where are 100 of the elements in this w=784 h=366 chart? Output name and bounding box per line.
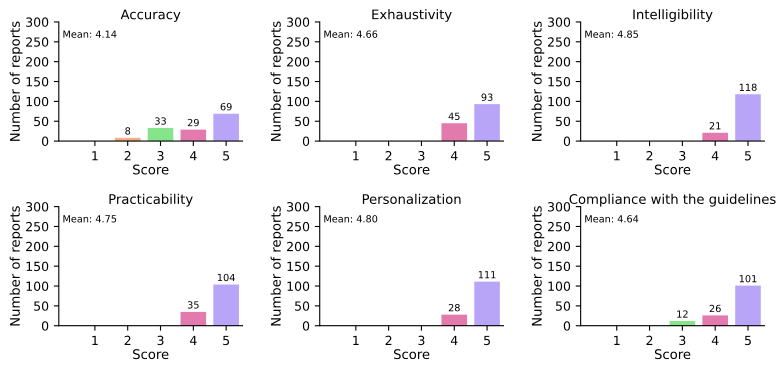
x-axis-title: Score bbox=[133, 164, 168, 175]
y-tick-label: 250 bbox=[548, 37, 570, 47]
x-tick-label: 4 bbox=[190, 336, 197, 345]
chart-title: Exhaustivity bbox=[372, 9, 452, 22]
x-tick-label: 5 bbox=[223, 151, 230, 160]
x-tick-label: 4 bbox=[450, 151, 458, 160]
y-tick-label: 150 bbox=[548, 262, 570, 272]
y-tick-label: 0 bbox=[42, 136, 48, 146]
y-tick-label: 150 bbox=[288, 76, 310, 86]
x-tick-label: 4 bbox=[712, 151, 718, 160]
x-tick-label: 3 bbox=[157, 151, 164, 160]
annotation: Mean: 4.80 bbox=[324, 215, 378, 222]
data-label: 26 bbox=[710, 304, 721, 312]
x-tick-label: 5 bbox=[484, 151, 490, 160]
y-axis-title: Number of reports bbox=[10, 22, 22, 141]
y-tick-label: 300 bbox=[26, 17, 48, 27]
y-tick-label: 200 bbox=[287, 242, 310, 252]
data-label: 21 bbox=[710, 122, 720, 130]
annotation: Mean: 4.14 bbox=[63, 30, 116, 38]
bar bbox=[213, 114, 239, 142]
x-tick-label: 3 bbox=[418, 151, 424, 160]
x-axis-title: Score bbox=[394, 349, 430, 360]
y-tick-label: 300 bbox=[287, 17, 310, 27]
x-tick-label: 1 bbox=[92, 151, 98, 160]
x-tick-label: 2 bbox=[646, 151, 652, 160]
y-axis-title: Number of reports bbox=[10, 206, 22, 326]
y-tick-label: 200 bbox=[26, 242, 48, 252]
x-tick-label: 2 bbox=[386, 336, 392, 345]
y-tick-label: 0 bbox=[564, 136, 570, 146]
annotation: Mean: 4.66 bbox=[324, 30, 378, 38]
y-axis-title: Number of reports bbox=[532, 22, 544, 141]
y-tick-label: 150 bbox=[26, 76, 48, 86]
y-tick-label: 0 bbox=[302, 321, 310, 331]
y-tick-label: 200 bbox=[548, 57, 570, 67]
bar bbox=[180, 130, 206, 142]
y-tick-label: 50 bbox=[556, 116, 570, 126]
y-tick-label: 0 bbox=[42, 321, 48, 331]
bar bbox=[735, 286, 761, 326]
y-tick-label: 250 bbox=[287, 37, 310, 47]
chart-title: Personalization bbox=[362, 194, 460, 204]
y-tick-label: 50 bbox=[556, 301, 570, 311]
x-tick-label: 2 bbox=[386, 151, 392, 160]
x-tick-label: 5 bbox=[484, 336, 490, 346]
y-tick-label: 250 bbox=[548, 222, 570, 232]
chart-title: Practicability bbox=[109, 194, 193, 207]
y-tick-label: 300 bbox=[287, 202, 310, 212]
x-tick-label: 5 bbox=[744, 151, 751, 160]
data-label: 69 bbox=[220, 103, 232, 110]
x-tick-label: 3 bbox=[679, 151, 686, 160]
y-tick-label: 50 bbox=[34, 116, 48, 126]
data-label: 35 bbox=[188, 301, 199, 309]
y-tick-label: 0 bbox=[302, 136, 310, 146]
x-tick-label: 5 bbox=[744, 336, 751, 346]
y-tick-label: 150 bbox=[26, 262, 48, 272]
y-tick-label: 100 bbox=[548, 96, 570, 106]
data-label: 111 bbox=[478, 271, 496, 278]
data-label: 93 bbox=[481, 94, 492, 101]
x-tick-label: 3 bbox=[679, 336, 686, 346]
x-tick-label: 1 bbox=[614, 336, 620, 345]
bar bbox=[702, 315, 728, 326]
y-tick-label: 50 bbox=[34, 301, 48, 311]
chart-title: Compliance with the guidelines bbox=[570, 194, 776, 207]
data-label: 12 bbox=[677, 310, 688, 318]
x-tick-label: 1 bbox=[614, 151, 620, 160]
y-tick-label: 200 bbox=[548, 242, 570, 252]
data-label: 104 bbox=[218, 274, 235, 282]
y-tick-label: 100 bbox=[26, 282, 48, 291]
x-tick-label: 1 bbox=[353, 151, 359, 160]
x-tick-label: 3 bbox=[418, 336, 424, 346]
y-tick-label: 50 bbox=[295, 116, 310, 126]
data-label: 45 bbox=[448, 112, 460, 120]
data-label: 8 bbox=[125, 127, 130, 135]
x-tick-label: 2 bbox=[124, 336, 130, 345]
x-tick-label: 2 bbox=[646, 336, 652, 345]
y-tick-label: 300 bbox=[26, 202, 48, 212]
x-axis-title: Score bbox=[654, 349, 690, 360]
data-label: 118 bbox=[740, 84, 757, 91]
annotation: Mean: 4.75 bbox=[63, 215, 116, 222]
data-label: 29 bbox=[188, 118, 199, 126]
y-axis-title: Number of reports bbox=[270, 206, 284, 326]
x-axis-title: Score bbox=[654, 164, 690, 175]
y-tick-label: 200 bbox=[26, 57, 48, 67]
y-tick-label: 150 bbox=[548, 76, 570, 86]
data-label: 101 bbox=[740, 275, 756, 282]
y-tick-label: 100 bbox=[288, 282, 310, 291]
y-tick-label: 100 bbox=[288, 96, 310, 106]
data-label: 28 bbox=[448, 304, 460, 312]
x-tick-label: 5 bbox=[223, 336, 230, 346]
x-axis-title: Score bbox=[133, 349, 168, 360]
bar bbox=[148, 128, 174, 142]
y-tick-label: 100 bbox=[548, 282, 570, 291]
y-tick-label: 250 bbox=[26, 37, 48, 47]
x-tick-label: 2 bbox=[124, 151, 130, 160]
x-tick-label: 3 bbox=[157, 336, 164, 346]
chart-title: Accuracy bbox=[120, 10, 180, 22]
y-tick-label: 250 bbox=[287, 222, 310, 232]
y-axis-title: Number of reports bbox=[270, 22, 284, 141]
x-tick-label: 1 bbox=[92, 336, 98, 345]
annotation: Mean: 4.64 bbox=[585, 215, 638, 222]
y-tick-label: 50 bbox=[295, 301, 310, 311]
